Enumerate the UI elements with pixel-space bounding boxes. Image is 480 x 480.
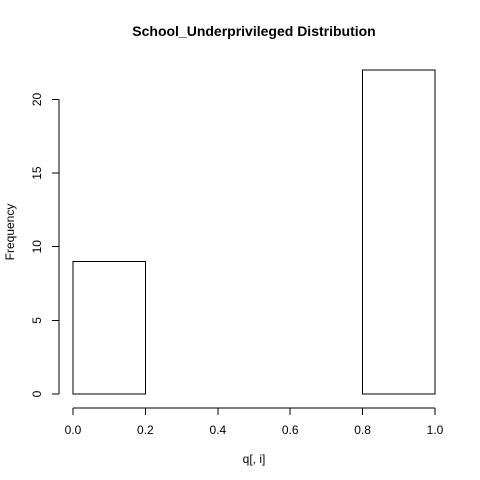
chart-title: School_Underprivileged Distribution: [132, 23, 375, 39]
y-tick-label-4: 20: [30, 92, 44, 106]
y-axis-label: Frequency: [3, 204, 17, 261]
y-tick-label-0: 0: [30, 390, 44, 397]
x-tick-label-5: 1.0: [427, 423, 444, 437]
y-tick-label-3: 15: [30, 166, 44, 180]
x-axis: 0.0 0.2 0.4 0.6 0.8 1.0: [65, 407, 444, 437]
x-tick-label-3: 0.6: [282, 423, 299, 437]
y-axis: 0 5 10 15 20: [30, 92, 60, 397]
x-axis-label: q[, i]: [243, 452, 266, 466]
x-tick-label-1: 0.2: [137, 423, 154, 437]
histogram-bar-0: [72, 260, 146, 395]
x-tick-label-0: 0.0: [65, 423, 82, 437]
histogram-bars: [72, 69, 436, 395]
x-tick-label-4: 0.8: [354, 423, 371, 437]
histogram-bar-4: [362, 69, 436, 395]
y-tick-label-1: 5: [30, 317, 44, 324]
x-tick-label-2: 0.4: [209, 423, 226, 437]
y-tick-label-2: 10: [30, 240, 44, 254]
